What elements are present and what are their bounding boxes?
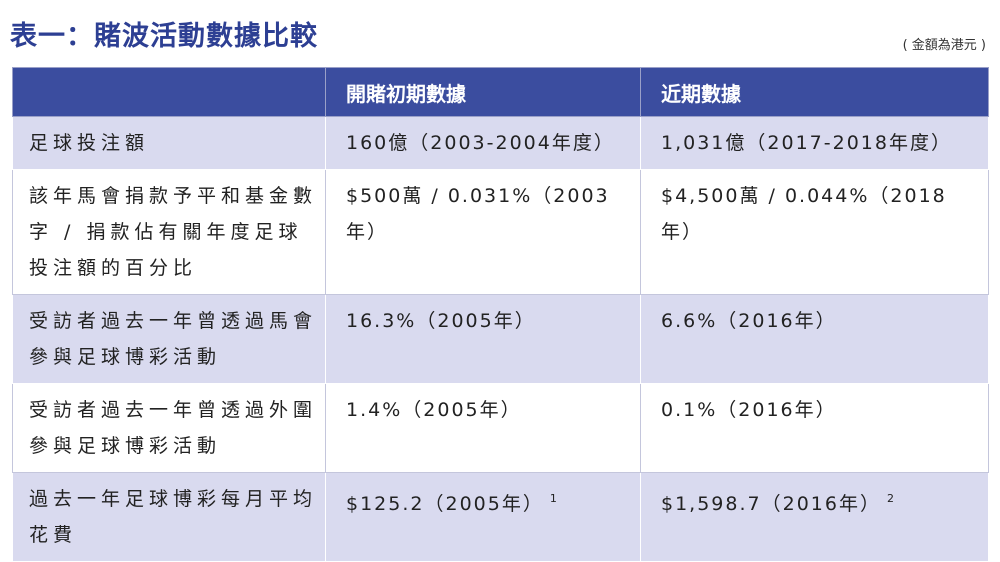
cell-text: 1.4%（2005年） [346, 399, 522, 421]
header-row: 開賭初期數據 近期數據 [12, 67, 989, 117]
header-cell [12, 67, 326, 117]
cell-text: $125.2（2005年） [346, 493, 544, 515]
cell-text: $500萬 / 0.031%（2003年） [346, 185, 610, 243]
table-cell: $1,598.7（2016年） 2 [640, 472, 989, 562]
cell-text: 160億（2003-2004年度） [346, 132, 615, 154]
data-table: 開賭初期數據 近期數據 足球投注額 160億（2003-2004年度） 1,031億（… [12, 67, 989, 562]
header-cell: 開賭初期數據 [325, 67, 641, 117]
cell-text: 6.6%（2016年） [661, 310, 837, 332]
cell-text: $1,598.7（2016年） [661, 493, 881, 515]
row-label: 足球投注額 [12, 116, 326, 170]
title: 表一：賭波活動數據比較 [10, 21, 318, 52]
note: ( 金額為港元 ) [902, 38, 986, 53]
table-cell: $500萬 / 0.031%（2003年） [325, 169, 641, 295]
table-body: 足球投注額 160億（2003-2004年度） 1,031億（2017-2018年度… [12, 116, 989, 562]
cell-text: 1,031億（2017-2018年度） [661, 132, 952, 154]
table-cell: 0.1%（2016年） [640, 383, 989, 473]
table-cell: $4,500萬 / 0.044%（2018年） [640, 169, 989, 295]
row-label: 過去一年足球博彩每月平均花費 [12, 472, 326, 562]
table-cell: 6.6%（2016年） [640, 294, 989, 384]
table-cell: 1.4%（2005年） [325, 383, 641, 473]
table-cell: 16.3%（2005年） [325, 294, 641, 384]
cell-text: $4,500萬 / 0.044%（2018年） [661, 185, 947, 243]
header-cell: 近期數據 [640, 67, 989, 117]
table-row: 受訪者過去一年曾透過馬會參與足球博彩活動 16.3%（2005年） 6.6%（201… [12, 294, 989, 384]
row-label: 受訪者過去一年曾透過外圍參與足球博彩活動 [12, 383, 326, 473]
footnote-ref: 2 [886, 492, 896, 505]
table-row: 過去一年足球博彩每月平均花費 $125.2（2005年） 1 $1,598.7（201… [12, 472, 989, 562]
footnote-ref: 1 [549, 492, 559, 505]
table-row: 受訪者過去一年曾透過外圍參與足球博彩活動 1.4%（2005年） 0.1%（2016… [12, 383, 989, 473]
cell-text: 16.3%（2005年） [346, 310, 536, 332]
cell-text: 0.1%（2016年） [661, 399, 837, 421]
table-cell: $125.2（2005年） 1 [325, 472, 641, 562]
page: 表一：賭波活動數據比較 ( 金額為港元 ) 開賭初期數據 近期數據 足球投注額 16… [10, 21, 989, 562]
table-cell: 1,031億（2017-2018年度） [640, 116, 989, 170]
table-row: 足球投注額 160億（2003-2004年度） 1,031億（2017-2018年度… [12, 116, 989, 170]
row-label: 受訪者過去一年曾透過馬會參與足球博彩活動 [12, 294, 326, 384]
row-label: 該年馬會捐款予平和基金數字 / 捐款佔有關年度足球投注額的百分比 [12, 169, 326, 295]
table-row: 該年馬會捐款予平和基金數字 / 捐款佔有關年度足球投注額的百分比 $500萬 / … [12, 169, 989, 295]
table-cell: 160億（2003-2004年度） [325, 116, 641, 170]
